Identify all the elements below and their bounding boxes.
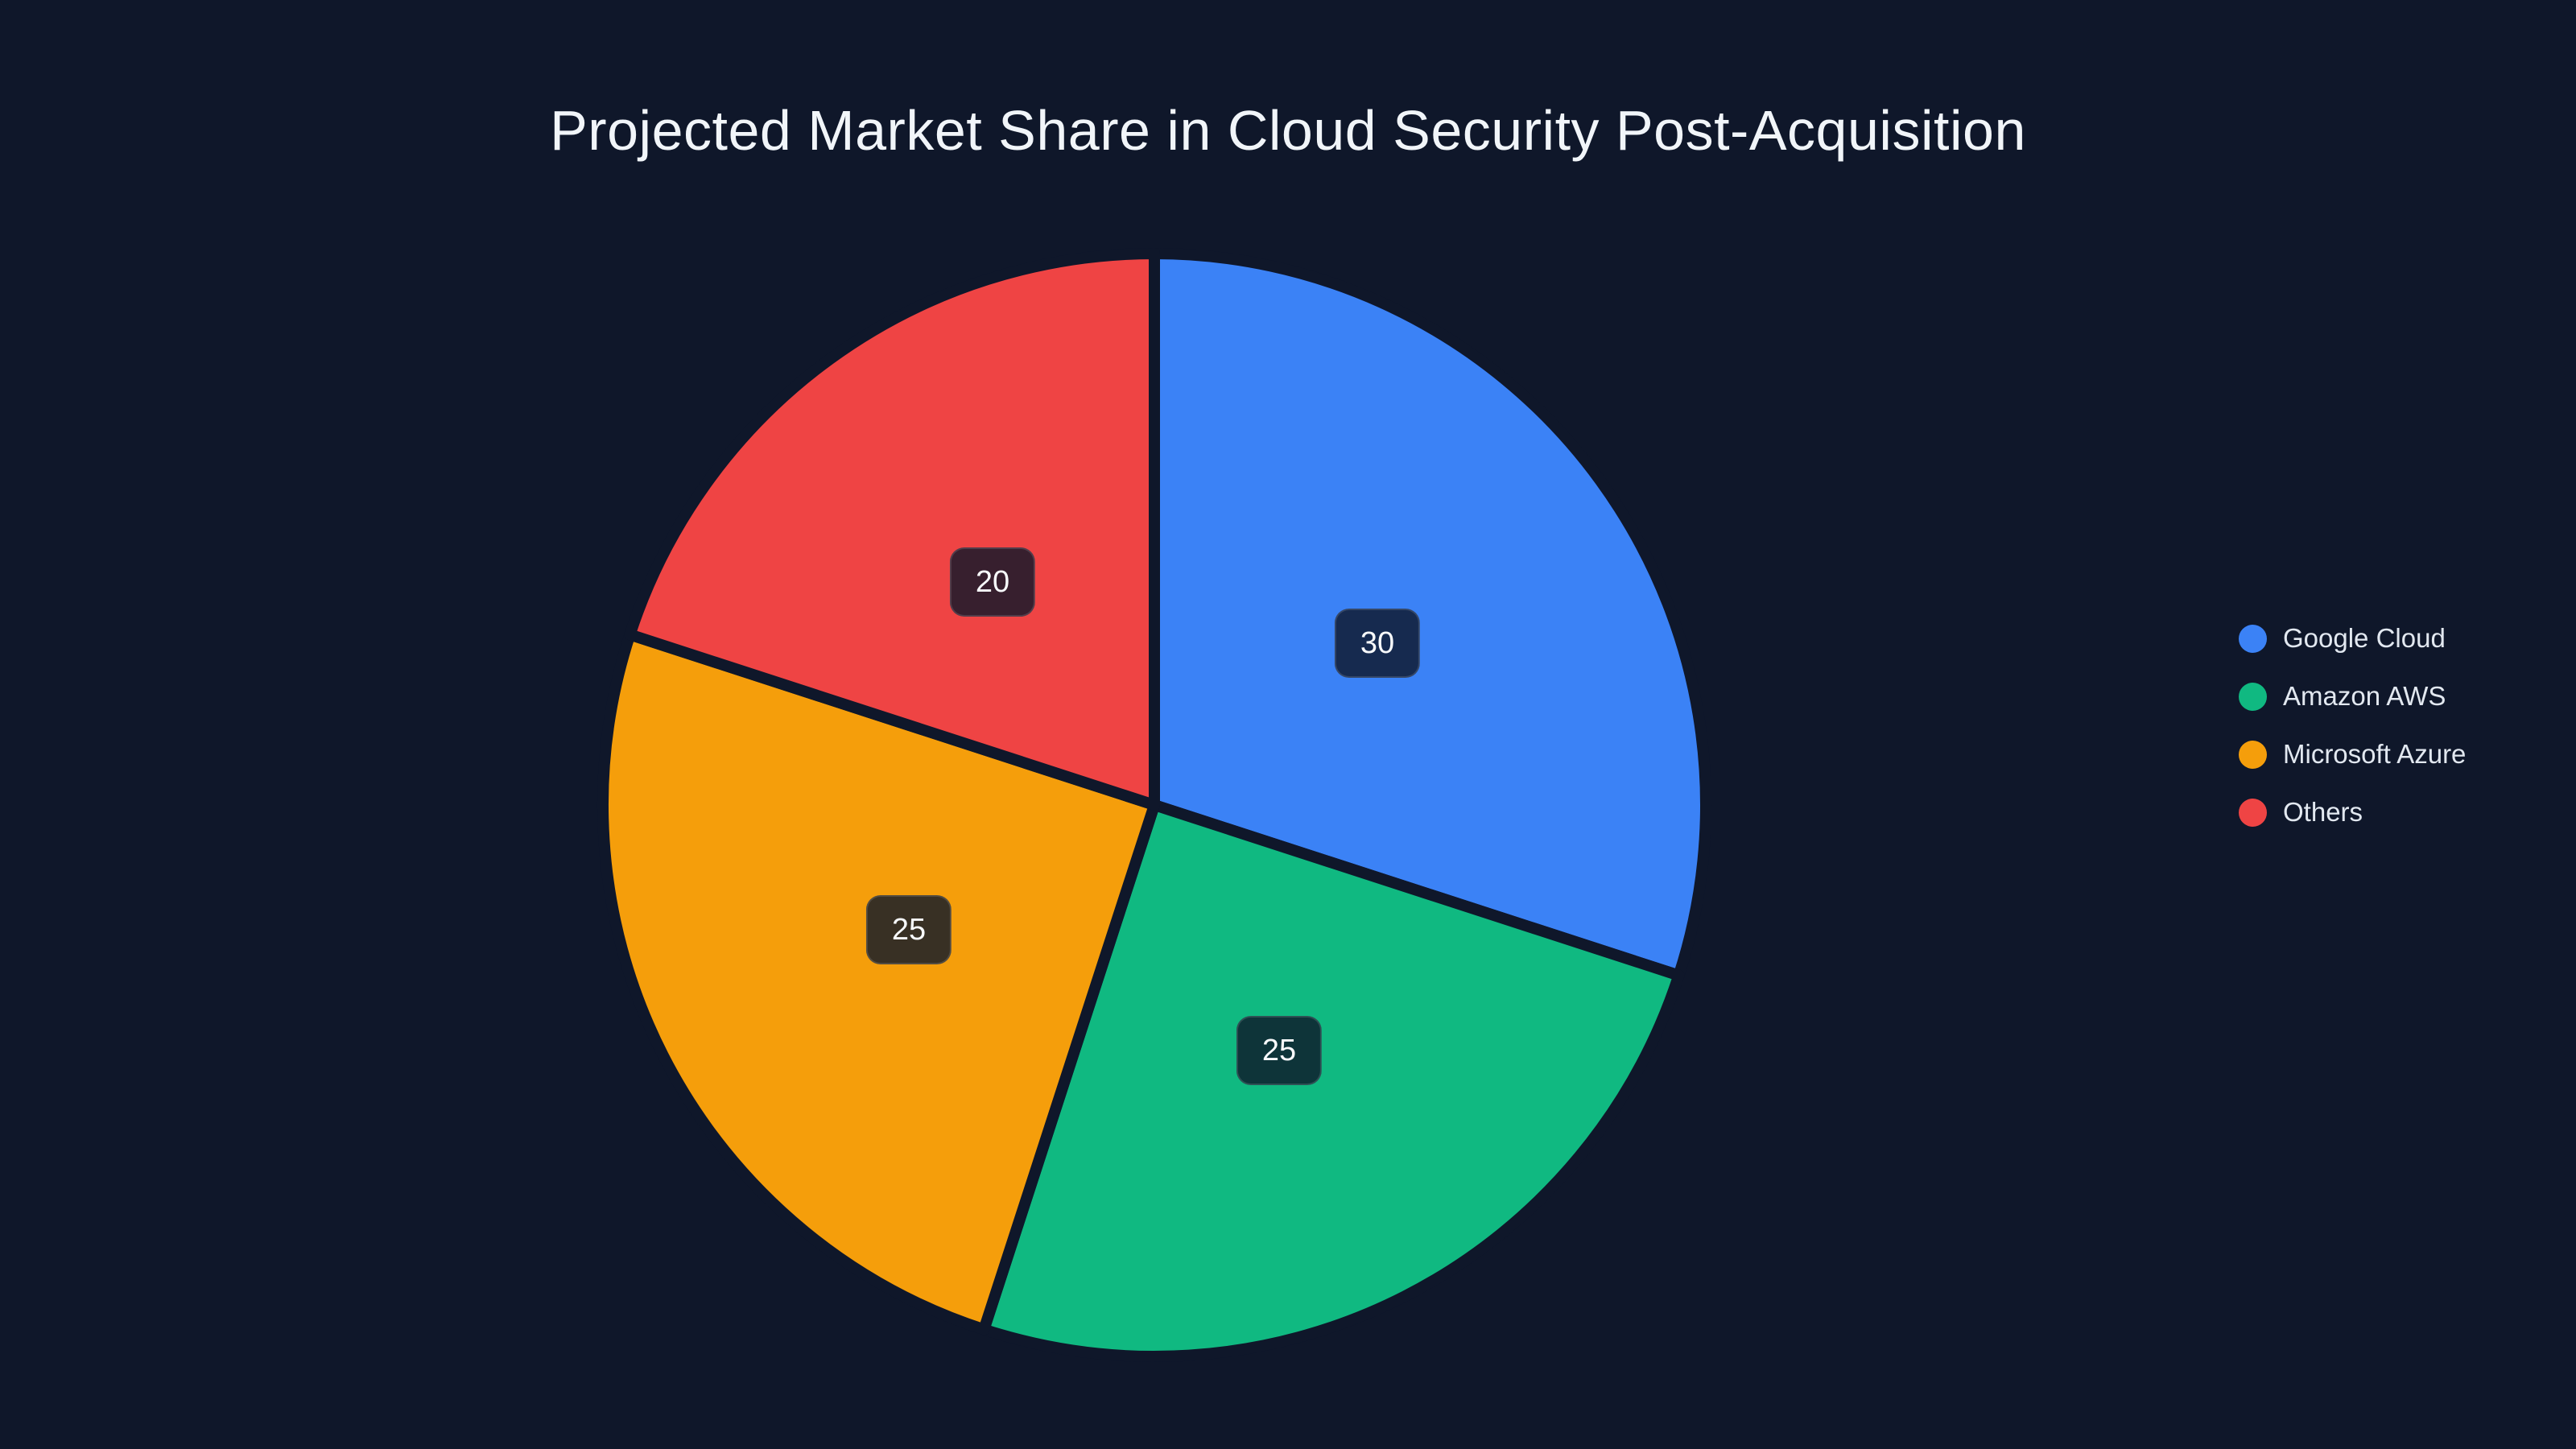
pie-slice-amazon-aws[interactable] — [978, 799, 1685, 1362]
chart-title: Projected Market Share in Cloud Security… — [550, 99, 2026, 162]
legend-item-google-cloud[interactable]: Google Cloud — [2239, 609, 2466, 667]
value-label-others: 20 — [949, 547, 1036, 617]
pie-slice-google-cloud[interactable] — [1149, 248, 1711, 981]
legend-item-others[interactable]: Others — [2239, 783, 2466, 841]
legend-item-label: Google Cloud — [2283, 623, 2446, 653]
legend-item-microsoft-azure[interactable]: Microsoft Azure — [2239, 725, 2466, 783]
legend-item-label: Microsoft Azure — [2283, 739, 2467, 769]
pie-slices — [597, 248, 1711, 1362]
value-label-microsoft-azure: 25 — [865, 895, 952, 964]
legend-marker-icon — [2239, 682, 2267, 711]
legend-item-label: Others — [2283, 797, 2363, 827]
pie-slice-others[interactable] — [624, 248, 1160, 811]
legend-marker-icon — [2239, 624, 2267, 653]
value-label-google-cloud: 30 — [1334, 609, 1421, 678]
legend-marker-icon — [2239, 740, 2267, 769]
legend-item-label: Amazon AWS — [2283, 681, 2446, 711]
value-label-amazon-aws: 25 — [1236, 1016, 1323, 1085]
legend: Google Cloud Amazon AWS Microsoft Azure Oth… — [2239, 609, 2466, 841]
legend-marker-icon — [2239, 798, 2267, 827]
legend-item-amazon-aws[interactable]: Amazon AWS — [2239, 667, 2466, 725]
pie-slice-microsoft-azure[interactable] — [597, 629, 1160, 1335]
